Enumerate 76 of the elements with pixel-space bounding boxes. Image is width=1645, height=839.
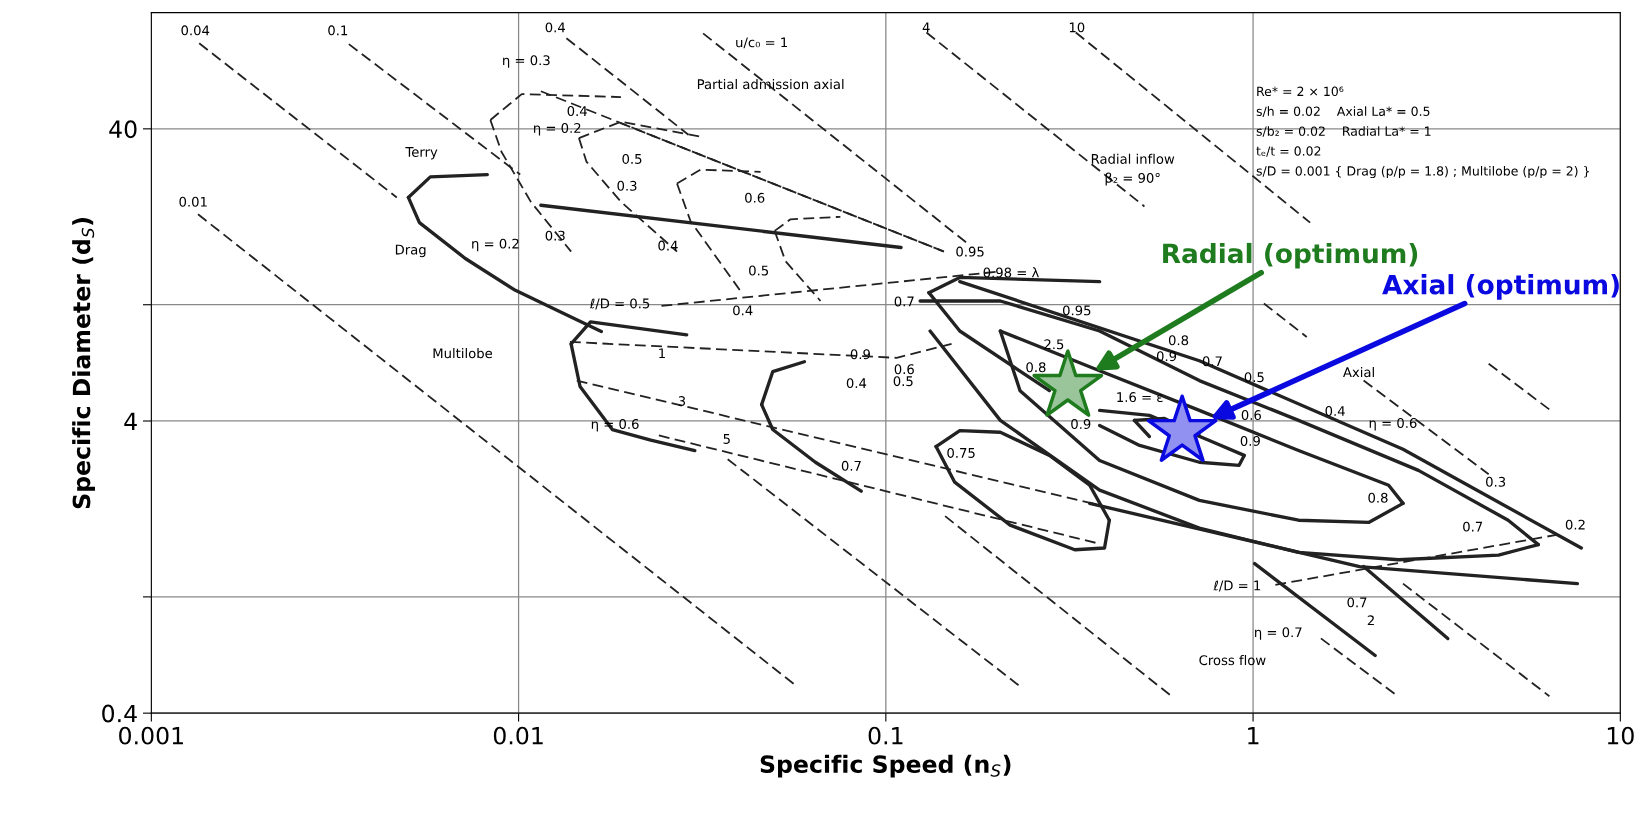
annotation: Axial (1343, 366, 1374, 378)
annotation: s/D = 0.001 { Drag (p/p = 1.8) ; Multilobe (p/p = 2) } (1256, 165, 1589, 179)
annotation: tₑ/t = 0.02 (1256, 146, 1321, 157)
annotation: 1.6 = ε (1117, 392, 1163, 403)
annotation: Multilobe (433, 348, 493, 359)
annotation: 0.9 (1071, 419, 1091, 429)
annotation: Re* = 2 × 10⁶ (1257, 86, 1344, 97)
annotation: 0.9 (1240, 435, 1260, 446)
annotation: 0.4 (658, 240, 678, 251)
annotation: 0.04 (181, 25, 210, 36)
text: Radial (optimum) (1163, 242, 1418, 269)
annotation: 5 (723, 434, 730, 444)
annotation: 0.5 (622, 153, 642, 164)
annotation: 0.4 (1325, 406, 1345, 417)
annotation: 1 (659, 348, 665, 359)
x-tick-label: 0.001 (119, 726, 183, 745)
annotation: 0.4 (567, 106, 587, 117)
annotation: 0.1 (328, 25, 348, 36)
annotation: Radial inflow (1091, 153, 1175, 164)
x-tick-label: 0.1 (868, 726, 903, 745)
annotation: ℓ/D = 1 (1213, 580, 1261, 592)
annotation: 4 (922, 22, 930, 33)
annotation: 0.6 (894, 364, 914, 375)
annotation: 0.8 (1168, 335, 1189, 346)
text: Axial (optimum) (1382, 274, 1619, 300)
annotation: Terry (405, 147, 438, 160)
annotation: 2 (1367, 615, 1374, 626)
y-tick-label: 40 (109, 120, 137, 139)
y-tick-label: 0.4 (102, 704, 137, 723)
annotation: 0.4 (846, 378, 867, 389)
annotation: 0.7 (1202, 356, 1222, 367)
annotation: 0.95 (956, 246, 984, 257)
annotation: 0.7 (841, 460, 861, 471)
annotation: η = 0.7 (1255, 627, 1302, 640)
annotation: 0.6 (1241, 410, 1261, 421)
annotation: 0.8 (1026, 362, 1046, 373)
annotation: 3 (678, 396, 686, 407)
annotation: 0.8 (1368, 492, 1388, 503)
x-tick-label: 1 (1248, 727, 1259, 745)
annotation: 0.5 (893, 376, 913, 387)
annotation: Cross flow (1199, 654, 1266, 666)
annotation: 0.7 (1347, 597, 1367, 608)
annotation: η = 0.6 (591, 419, 639, 432)
annotation: 0.7 (1463, 521, 1483, 532)
annotation: 0.2 (1565, 519, 1585, 530)
x-tick-label: 10 (1607, 726, 1634, 745)
annotation: 0.6 (745, 192, 765, 203)
annotation: 0.95 (1062, 305, 1091, 316)
annotation: η = 0.6 (1369, 418, 1417, 431)
annotation: s/b₂ = 0.02 Radial La* = 1 (1256, 126, 1431, 137)
annotation: u/c₀ = 1 (736, 37, 788, 49)
annotation: 0.3 (617, 180, 637, 191)
annotation: ℓ/D = 0.5 (589, 298, 650, 310)
y-axis-title: Specific Diameter (d$_{S}$) (72, 218, 95, 509)
y-tick-label: 4 (124, 412, 137, 430)
annotation: 2.5 (1044, 339, 1064, 350)
annotation: η = 0.2 (472, 238, 519, 252)
x-axis-title: Specific Speed (n$_{S}$) (760, 754, 1011, 778)
annotation: β₂ = 90° (1105, 172, 1160, 186)
annotation: 0.5 (1244, 372, 1264, 383)
annotation: s/h = 0.02 Axial La* = 0.5 (1256, 106, 1430, 117)
annotation: 0.01 (179, 196, 207, 207)
annotation: 0.4 (545, 22, 565, 33)
annotation: η = 0.3 (503, 55, 550, 68)
annotation: 0.4 (733, 305, 753, 316)
annotation: 0.7 (894, 296, 914, 307)
x-tick-label: 0.01 (493, 726, 543, 745)
annotation: η = 0.2 (534, 123, 581, 136)
annotation: 0.9 (1156, 351, 1177, 362)
annotation: 0.75 (947, 447, 975, 458)
annotation: 10 (1069, 22, 1085, 33)
annotation: 0.5 (749, 265, 769, 276)
annotation: Drag (395, 244, 426, 258)
annotation: Partial admission axial (697, 78, 844, 90)
annotation: 0.3 (1486, 476, 1506, 487)
annotation: 0.98 = λ (983, 267, 1039, 278)
